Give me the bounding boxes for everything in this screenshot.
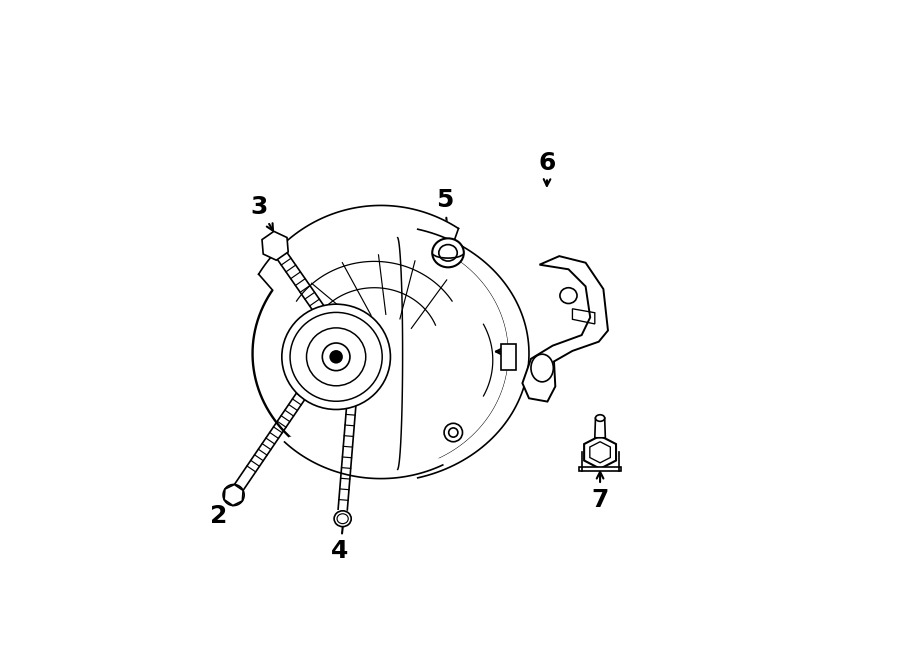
Polygon shape (595, 418, 606, 438)
Ellipse shape (334, 511, 351, 527)
Ellipse shape (282, 304, 391, 409)
Text: 6: 6 (539, 151, 556, 186)
Polygon shape (579, 467, 621, 471)
Polygon shape (258, 206, 458, 290)
Text: 4: 4 (331, 515, 349, 563)
Text: 5: 5 (436, 188, 454, 231)
Text: 3: 3 (250, 195, 273, 231)
Polygon shape (224, 485, 243, 506)
Text: 2: 2 (210, 495, 240, 528)
Ellipse shape (330, 351, 342, 363)
Ellipse shape (596, 414, 605, 421)
Polygon shape (584, 436, 616, 469)
Polygon shape (413, 229, 529, 478)
Ellipse shape (444, 423, 463, 442)
Text: 7: 7 (591, 472, 608, 512)
Text: 1: 1 (496, 340, 528, 364)
Polygon shape (262, 231, 288, 260)
Ellipse shape (223, 485, 244, 506)
Polygon shape (522, 256, 608, 402)
Polygon shape (284, 438, 443, 479)
Ellipse shape (322, 343, 350, 371)
Polygon shape (253, 235, 509, 472)
Ellipse shape (432, 239, 464, 267)
Polygon shape (501, 344, 516, 370)
